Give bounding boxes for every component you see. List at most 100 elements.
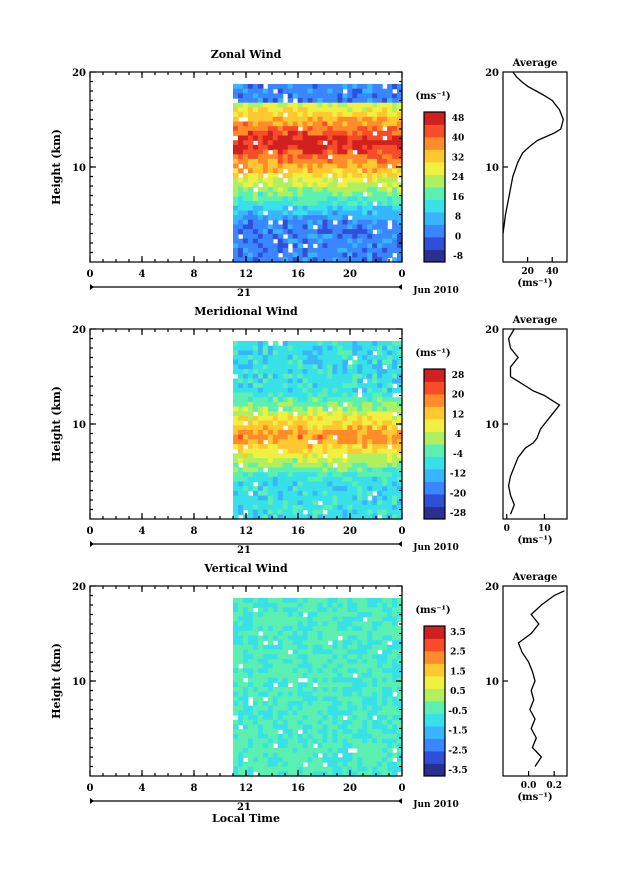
- heatmap-cell: [297, 733, 304, 740]
- heatmap-cell: [367, 598, 373, 604]
- heatmap-cell: [397, 733, 403, 740]
- heatmap-cell: [387, 84, 393, 90]
- heatmap-cell: [302, 411, 309, 417]
- heatmap-cell: [327, 476, 333, 483]
- heatmap-cell: [347, 420, 353, 426]
- colorbar-frame: [423, 111, 446, 263]
- heatmap-cell: [242, 350, 249, 356]
- heatmap-cell: [267, 257, 274, 263]
- heatmap-cell: [357, 509, 363, 515]
- heatmap-cell: [357, 663, 363, 669]
- heatmap-cell: [252, 359, 259, 365]
- colorbar-units: (ms⁻¹): [415, 605, 450, 616]
- heatmap-cell: [302, 654, 309, 660]
- heatmap-cell: [357, 710, 363, 716]
- heatmap-cell: [332, 93, 338, 99]
- heatmap-cell: [377, 154, 383, 160]
- heatmap-cell: [262, 724, 269, 730]
- heatmap-cell: [297, 378, 304, 384]
- heatmap-cell: [297, 738, 304, 744]
- heatmap-cell: [352, 243, 358, 249]
- heatmap-cell: [342, 205, 348, 212]
- heatmap-cell: [387, 102, 393, 108]
- colorbar-segment: [424, 237, 445, 250]
- heatmap-cell: [307, 205, 314, 212]
- heatmap-cell: [277, 196, 284, 202]
- heatmap-cell: [238, 672, 244, 679]
- heatmap-cell: [312, 724, 319, 730]
- heatmap-cell: [332, 411, 338, 417]
- heatmap-cell: [233, 724, 239, 730]
- heatmap-cell: [317, 747, 324, 754]
- heatmap-cell: [302, 458, 309, 464]
- heatmap-cell: [367, 392, 373, 398]
- heatmap-cell: [342, 219, 348, 226]
- heatmap-cell: [297, 495, 304, 501]
- heatmap-cell: [332, 771, 338, 777]
- heatmap-cell: [367, 439, 373, 445]
- heatmap-cell: [382, 687, 388, 693]
- heatmap-cell: [362, 401, 368, 408]
- heatmap-cell: [297, 93, 304, 99]
- heatmap-cell: [342, 149, 348, 155]
- heatmap-cell: [267, 116, 274, 123]
- heatmap-cell: [342, 640, 348, 646]
- heatmap-cell: [282, 598, 289, 604]
- heatmap-cell: [387, 733, 393, 740]
- heatmap-cell: [327, 252, 333, 258]
- heatmap-cell: [257, 243, 264, 249]
- heatmap-cell: [307, 383, 314, 389]
- heatmap-cell: [397, 481, 403, 487]
- heatmap-cell: [392, 640, 398, 646]
- heatmap-cell: [257, 607, 264, 613]
- heatmap-cell: [327, 598, 333, 604]
- heatmap-cell: [352, 481, 358, 487]
- heatmap-cell: [367, 715, 373, 721]
- heatmap-cell: [238, 658, 244, 665]
- heatmap-cell: [342, 644, 348, 651]
- heatmap-cell: [292, 149, 299, 155]
- colorbar-segment: [424, 738, 445, 752]
- colorbar-frame: [423, 625, 446, 777]
- heatmap-cell: [317, 509, 324, 515]
- heatmap-cell: [272, 467, 279, 473]
- heatmap-cell: [372, 710, 378, 716]
- heatmap-cell: [382, 729, 388, 735]
- heatmap-cell: [397, 369, 403, 375]
- heatmap-cell: [262, 616, 269, 622]
- heatmap-cell: [357, 126, 363, 132]
- heatmap-cell: [322, 504, 329, 511]
- heatmap-cell: [277, 458, 284, 464]
- heatmap-cell: [233, 504, 239, 511]
- heatmap-cell: [362, 196, 368, 202]
- heatmap-cell: [387, 672, 393, 679]
- heatmap-cell: [372, 687, 378, 693]
- heatmap-cell: [367, 444, 373, 450]
- heatmap-cell: [327, 224, 333, 230]
- heatmap-cell: [247, 635, 254, 641]
- heatmap-cell: [377, 752, 383, 758]
- heatmap-cell: [342, 224, 348, 230]
- heatmap-cell: [332, 210, 338, 216]
- heatmap-cell: [267, 406, 274, 412]
- heatmap-cell: [362, 472, 368, 478]
- heatmap-cell: [397, 350, 403, 356]
- heatmap-cell: [347, 644, 353, 651]
- heatmap-cell: [362, 135, 368, 141]
- heatmap-cell: [347, 84, 353, 90]
- heatmap-cell: [238, 177, 244, 183]
- heatmap-cell: [347, 710, 353, 716]
- heatmap-cell: [312, 411, 319, 417]
- heatmap-cell: [347, 724, 353, 730]
- heatmap-cell: [367, 635, 373, 641]
- heatmap-cell: [262, 476, 269, 483]
- heatmap-cell: [382, 430, 388, 436]
- heatmap-cell: [382, 710, 388, 716]
- heatmap-cell: [247, 163, 254, 169]
- heatmap-cell: [382, 649, 388, 655]
- heatmap-cell: [337, 453, 343, 459]
- heatmap-cell: [352, 373, 358, 380]
- heatmap-cell: [297, 373, 304, 380]
- heatmap-cell: [392, 107, 398, 113]
- heatmap-cell: [238, 644, 244, 651]
